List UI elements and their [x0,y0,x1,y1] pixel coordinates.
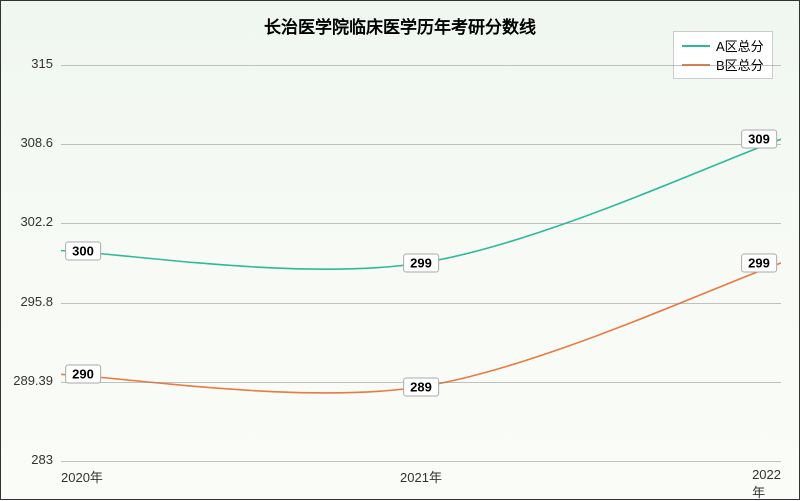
chart-container: 长治医学院临床医学历年考研分数线 A区总分 B区总分 283289.39295.… [0,0,800,500]
legend-label-a: A区总分 [716,36,764,55]
grid-line [61,303,781,304]
data-label: 299 [741,254,777,273]
y-tick-label: 308.6 [20,135,53,150]
y-tick-label: 302.2 [20,214,53,229]
x-tick-label: 2020年 [61,467,103,486]
y-tick-label: 315 [31,56,53,71]
grid-line [61,461,781,462]
legend-item-a: A区总分 [682,36,764,55]
grid-line [61,223,781,224]
grid-line [61,65,781,66]
legend-swatch-a [682,45,710,47]
y-tick-label: 289.39 [13,373,53,388]
series-line-1 [61,263,781,393]
data-label: 290 [65,365,101,384]
series-line-0 [61,139,781,269]
x-tick-label: 2022年 [752,467,781,501]
y-tick-label: 295.8 [20,294,53,309]
x-tick-label: 2021年 [400,467,442,486]
data-label: 300 [65,241,101,260]
data-label: 289 [403,377,439,396]
grid-line [61,144,781,145]
y-tick-label: 283 [31,452,53,467]
data-label: 299 [403,254,439,273]
data-label: 309 [741,130,777,149]
